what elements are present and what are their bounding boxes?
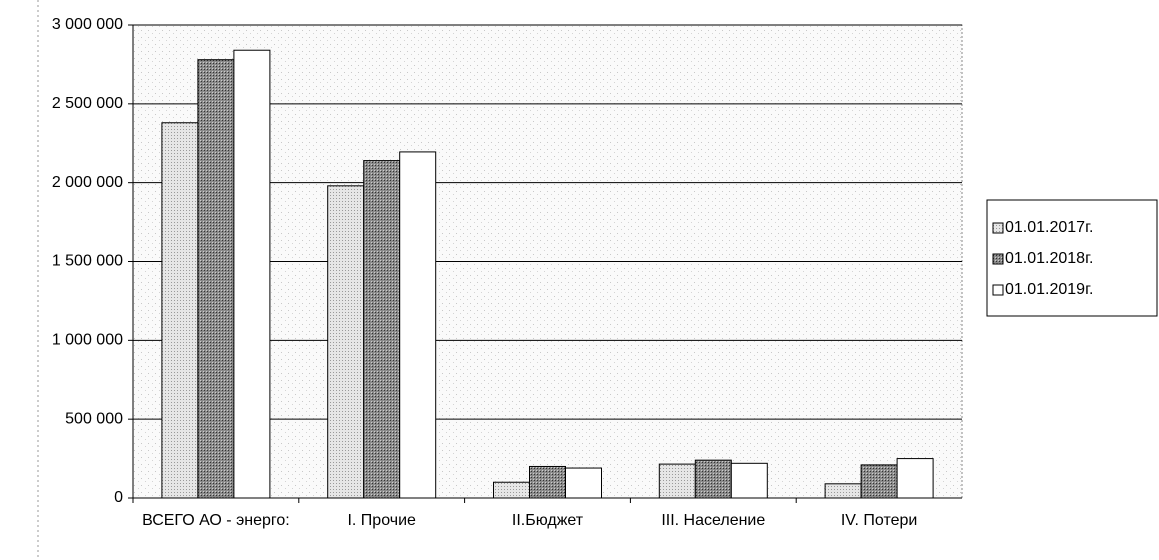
legend-swatch bbox=[992, 253, 1004, 265]
y-tick-label: 2 500 000 bbox=[52, 95, 123, 112]
bar bbox=[493, 481, 530, 499]
y-tick-label: 1 000 000 bbox=[52, 332, 123, 349]
legend-label: 01.01.2019г. bbox=[1005, 281, 1093, 298]
y-tick-label: 3 000 000 bbox=[52, 16, 123, 33]
y-tick-label: 500 000 bbox=[65, 410, 123, 427]
x-tick-label: IV. Потери bbox=[840, 512, 918, 529]
bar bbox=[860, 464, 898, 499]
bar bbox=[233, 49, 271, 499]
y-tick-label: 0 bbox=[114, 489, 123, 506]
bar bbox=[896, 458, 934, 499]
legend-label: 01.01.2018г. bbox=[1005, 250, 1093, 267]
x-tick-label: II.Бюджет bbox=[511, 512, 584, 529]
bar bbox=[730, 462, 768, 499]
x-tick-label: III. Население bbox=[661, 512, 766, 529]
bar bbox=[327, 185, 365, 499]
x-tick-label: ВСЕГО АО - энерго: bbox=[142, 512, 290, 529]
x-tick-label: I. Прочие bbox=[347, 512, 416, 529]
bar bbox=[197, 59, 235, 499]
legend-swatch bbox=[992, 222, 1004, 234]
bar bbox=[161, 122, 199, 499]
legend bbox=[986, 199, 1158, 317]
y-tick-label: 1 500 000 bbox=[52, 253, 123, 270]
bar bbox=[565, 467, 602, 499]
legend-swatch bbox=[992, 284, 1004, 296]
bar bbox=[363, 160, 401, 499]
bar bbox=[529, 465, 566, 499]
bar bbox=[658, 463, 696, 499]
bar bbox=[824, 483, 862, 499]
bar bbox=[694, 459, 732, 499]
bar bbox=[399, 151, 437, 499]
legend-label: 01.01.2017г. bbox=[1005, 219, 1093, 236]
y-tick-label: 2 000 000 bbox=[52, 174, 123, 191]
